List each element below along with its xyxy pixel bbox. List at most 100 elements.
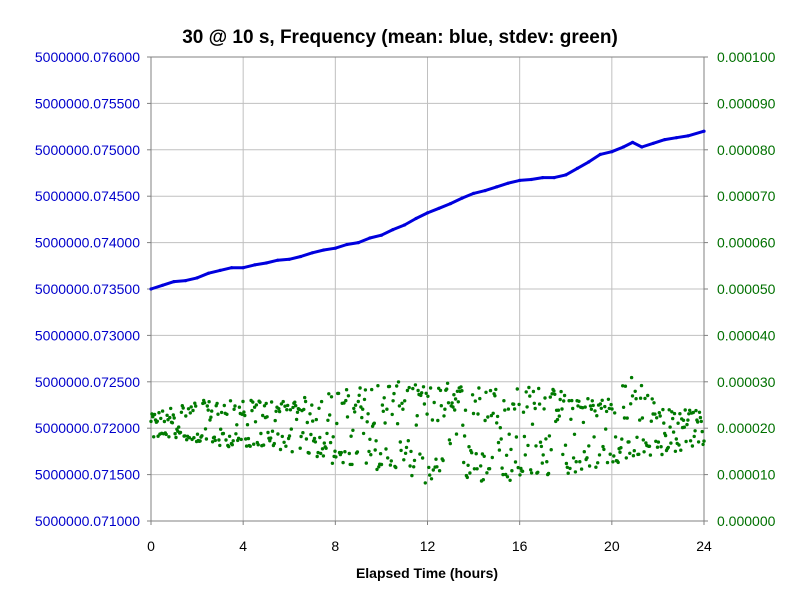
stdev-point — [272, 441, 276, 446]
stdev-point — [330, 461, 335, 465]
stdev-point — [505, 475, 510, 479]
stdev-point — [658, 414, 662, 418]
stdev-point — [251, 400, 255, 404]
stdev-point — [445, 381, 450, 385]
right-tick-label: 0.000090 — [717, 95, 776, 111]
stdev-point — [415, 414, 419, 418]
stdev-point — [244, 437, 248, 441]
mean-point — [460, 196, 464, 200]
stdev-point — [538, 440, 543, 444]
stdev-point — [550, 392, 554, 396]
stdev-point — [339, 450, 343, 455]
stdev-point — [447, 438, 452, 442]
stdev-point — [233, 404, 237, 408]
stdev-point — [387, 384, 392, 389]
stdev-point — [667, 408, 671, 412]
stdev-point — [641, 438, 645, 442]
stdev-point — [481, 478, 485, 482]
stdev-point — [443, 407, 447, 411]
stdev-point — [533, 406, 537, 411]
chart-title: 30 @ 10 s, Frequency (mean: blue, stdev:… — [182, 27, 618, 48]
stdev-point — [562, 399, 566, 403]
stdev-point — [355, 450, 360, 454]
stdev-point — [356, 399, 360, 404]
stdev-point — [613, 411, 617, 415]
stdev-point — [217, 438, 221, 442]
stdev-point — [319, 451, 323, 456]
stdev-point — [594, 465, 598, 469]
stdev-point — [294, 417, 299, 422]
stdev-point — [204, 437, 209, 441]
stdev-point — [470, 393, 475, 397]
stdev-point — [632, 449, 636, 453]
stdev-point — [589, 407, 594, 411]
x-tick-label: 0 — [147, 538, 155, 554]
stdev-point — [682, 425, 686, 429]
stdev-point — [624, 456, 628, 460]
stdev-point — [476, 412, 480, 416]
stdev-point — [549, 448, 553, 452]
stdev-point — [414, 423, 418, 427]
stdev-point — [630, 394, 635, 398]
stdev-point — [493, 394, 497, 398]
stdev-point — [329, 395, 334, 399]
stdev-point — [643, 396, 647, 401]
stdev-point — [684, 439, 688, 444]
mean-point — [640, 145, 644, 149]
stdev-point — [590, 399, 594, 403]
stdev-point — [495, 421, 499, 425]
mean-point — [506, 181, 510, 185]
stdev-point — [386, 456, 390, 460]
stdev-point — [277, 409, 282, 414]
stdev-point — [461, 423, 465, 427]
stdev-point — [474, 452, 478, 456]
stdev-point — [167, 435, 171, 439]
stdev-point — [321, 454, 326, 458]
stdev-point — [485, 471, 489, 475]
stdev-point — [568, 466, 572, 471]
stdev-point — [215, 401, 219, 406]
stdev-point — [420, 456, 425, 460]
stdev-point — [397, 404, 402, 408]
stdev-point — [210, 440, 215, 444]
stdev-point — [361, 431, 366, 436]
stdev-point — [327, 392, 331, 396]
right-tick-label: 0.000070 — [717, 188, 776, 204]
stdev-point — [155, 419, 159, 423]
stdev-point — [635, 435, 639, 439]
stdev-point — [499, 437, 503, 441]
stdev-point — [307, 451, 311, 455]
stdev-point — [398, 440, 402, 444]
stdev-point — [552, 389, 556, 393]
stdev-point — [342, 401, 346, 405]
stdev-point — [574, 460, 578, 464]
stdev-point — [465, 475, 469, 480]
mean-point — [391, 228, 395, 232]
stdev-point — [537, 402, 542, 406]
right-tick-label: 0.000100 — [717, 49, 776, 65]
x-tick-label: 12 — [420, 538, 436, 554]
stdev-point — [239, 437, 243, 442]
stdev-point — [259, 431, 263, 436]
x-tick-label: 20 — [604, 538, 620, 554]
stdev-point — [252, 442, 256, 446]
stdev-point — [246, 436, 251, 441]
stdev-point — [305, 420, 309, 425]
stdev-point — [287, 434, 292, 438]
stdev-point — [432, 400, 436, 405]
stdev-point — [694, 408, 698, 413]
stdev-point — [231, 439, 235, 443]
stdev-point — [399, 448, 403, 453]
stdev-point — [352, 406, 356, 411]
stdev-point — [395, 422, 400, 426]
stdev-point — [353, 410, 357, 414]
stdev-point — [181, 406, 185, 410]
mean-point — [207, 271, 211, 275]
stdev-point — [486, 415, 490, 419]
stdev-point — [475, 467, 479, 471]
stdev-point — [490, 455, 494, 460]
stdev-point — [191, 408, 195, 413]
stdev-point — [500, 466, 504, 470]
stdev-point — [537, 386, 541, 391]
right-tick-label: 0.000060 — [717, 235, 776, 251]
